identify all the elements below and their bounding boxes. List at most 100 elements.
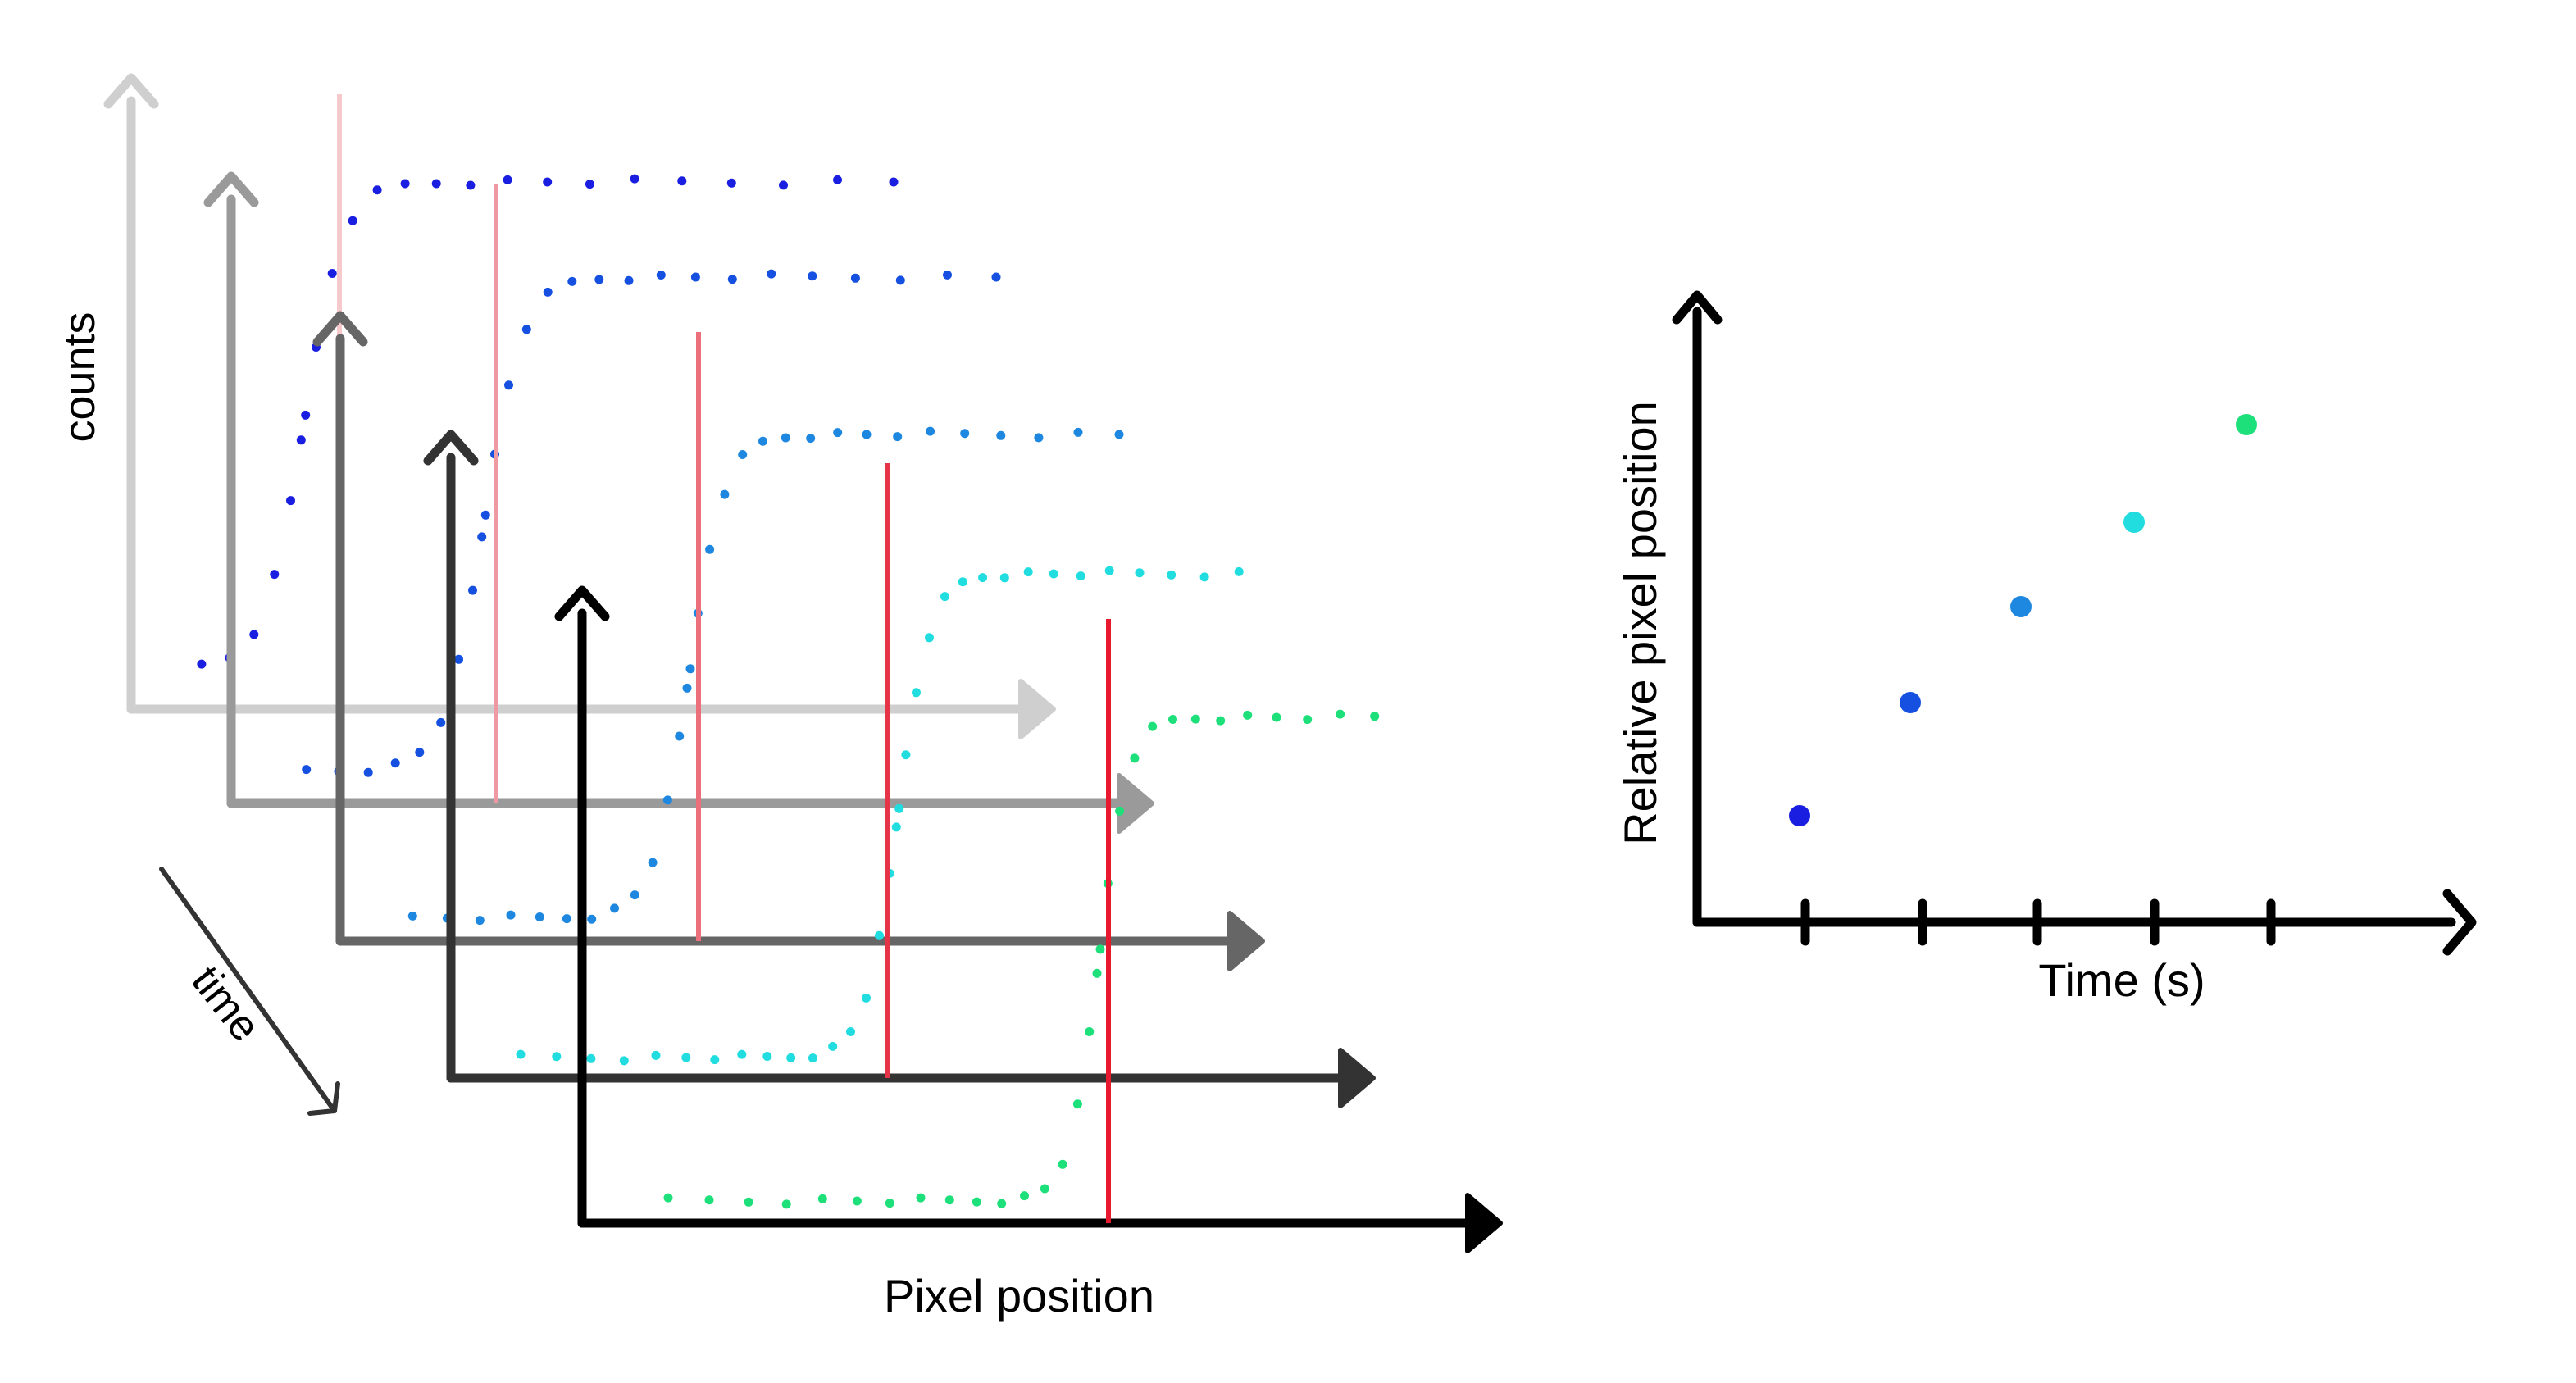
profile-dot bbox=[516, 1049, 526, 1059]
profile-dot bbox=[624, 275, 634, 285]
profile-dot bbox=[454, 654, 463, 664]
profile-dot bbox=[270, 570, 280, 580]
profile-dot bbox=[690, 272, 700, 282]
position-data-point bbox=[1900, 692, 1921, 713]
pixel-axis-arrowhead bbox=[1465, 1193, 1503, 1253]
frame-4 bbox=[423, 430, 1376, 1108]
profile-dot bbox=[1199, 572, 1209, 582]
profile-dot bbox=[504, 380, 513, 390]
profile-dot bbox=[738, 450, 748, 459]
profile-dot bbox=[685, 664, 695, 674]
profile-dot bbox=[1023, 567, 1033, 577]
profile-dot bbox=[720, 489, 730, 499]
profile-dot bbox=[1049, 569, 1058, 579]
profile-dot bbox=[503, 175, 512, 184]
profile-dot bbox=[916, 1193, 926, 1203]
profile-dot bbox=[296, 435, 306, 445]
profile-dot bbox=[744, 1197, 753, 1207]
profile-dot bbox=[885, 1199, 894, 1208]
profile-dot bbox=[594, 275, 604, 284]
profile-dot bbox=[828, 1041, 838, 1051]
counts-axis-arrowhead bbox=[312, 311, 368, 347]
profile-dot bbox=[926, 426, 935, 436]
pixel-axis-arrowhead bbox=[1338, 1048, 1376, 1108]
profile-dot bbox=[682, 683, 692, 693]
profile-dot bbox=[662, 795, 672, 805]
left-panel-waterfall-plot bbox=[103, 73, 1503, 1253]
profile-dot bbox=[786, 1053, 796, 1062]
profile-dot bbox=[779, 180, 788, 190]
time-arrow-shaft bbox=[159, 867, 337, 1113]
profile-dot bbox=[372, 185, 382, 195]
profile-dot bbox=[1190, 714, 1200, 724]
profile-dot bbox=[808, 271, 817, 281]
profile-dot bbox=[1020, 1191, 1029, 1201]
time-axis-arrowhead bbox=[2442, 889, 2477, 956]
profile-dot bbox=[552, 1052, 562, 1062]
profile-dot bbox=[767, 269, 776, 279]
profile-dot bbox=[1058, 1159, 1067, 1169]
profile-dot bbox=[1148, 721, 1158, 731]
profile-dot bbox=[327, 269, 337, 278]
profile-dot bbox=[833, 428, 843, 438]
profile-dot bbox=[587, 914, 597, 924]
profile-dot bbox=[586, 1053, 596, 1063]
profile-dot bbox=[630, 890, 639, 900]
profile-dot bbox=[1272, 712, 1281, 722]
profile-dot bbox=[846, 1027, 855, 1036]
profile-dot bbox=[1076, 571, 1085, 581]
counts-axis-arrowhead bbox=[103, 73, 159, 109]
pixel-axis-arrowhead bbox=[1117, 773, 1154, 834]
time-seconds-axis-label: Time (s) bbox=[2038, 954, 2205, 1006]
profile-dot bbox=[677, 176, 687, 186]
profile-dot bbox=[543, 177, 553, 187]
profile-dot bbox=[1072, 1099, 1082, 1109]
profile-dot bbox=[894, 803, 904, 813]
counts-axis-arrowhead bbox=[203, 171, 259, 207]
profile-dot bbox=[833, 175, 842, 184]
position-data-point bbox=[2123, 512, 2145, 533]
profile-dot bbox=[726, 178, 736, 188]
profile-dot bbox=[400, 179, 410, 189]
profile-dot bbox=[862, 430, 872, 439]
profile-dot bbox=[997, 1199, 1007, 1208]
profile-dot bbox=[875, 930, 884, 940]
profile-dot bbox=[619, 1056, 629, 1066]
profile-dot bbox=[996, 430, 1006, 440]
profile-dot bbox=[852, 1196, 862, 1206]
profile-dot bbox=[663, 1193, 673, 1203]
profile-dot bbox=[972, 1197, 981, 1207]
profile-dot bbox=[1303, 715, 1313, 725]
profile-dot bbox=[999, 573, 1009, 583]
profile-dot bbox=[1135, 568, 1145, 578]
profile-dot bbox=[895, 275, 905, 285]
profile-dot bbox=[1115, 806, 1125, 816]
profile-dot bbox=[705, 544, 715, 554]
profile-dot bbox=[1216, 716, 1226, 726]
profile-dot bbox=[477, 532, 487, 542]
profile-dot bbox=[390, 758, 400, 768]
profile-dot bbox=[480, 510, 490, 520]
profile-dot bbox=[1085, 1027, 1095, 1036]
profile-dot bbox=[521, 325, 531, 334]
profile-dot bbox=[943, 270, 952, 280]
time-arrowhead bbox=[307, 1081, 340, 1116]
profile-dot bbox=[535, 912, 544, 921]
profile-dot bbox=[302, 765, 312, 775]
profile-dot bbox=[415, 748, 425, 757]
profile-dot bbox=[781, 433, 790, 443]
profile-dot bbox=[758, 436, 767, 446]
pixel-axis-arrowhead bbox=[1018, 679, 1056, 739]
relative-position-arrowhead bbox=[1672, 290, 1723, 325]
profile-dot bbox=[1130, 753, 1140, 763]
profile-dot bbox=[808, 1053, 817, 1063]
profile-dot bbox=[1234, 566, 1244, 576]
profile-dot bbox=[630, 174, 639, 184]
profile-dot bbox=[1073, 427, 1083, 437]
profile-dot bbox=[704, 1195, 714, 1205]
profile-dot bbox=[901, 750, 911, 760]
profile-dot bbox=[891, 822, 901, 832]
profile-dot bbox=[978, 573, 988, 583]
profile-dot bbox=[1243, 710, 1253, 720]
